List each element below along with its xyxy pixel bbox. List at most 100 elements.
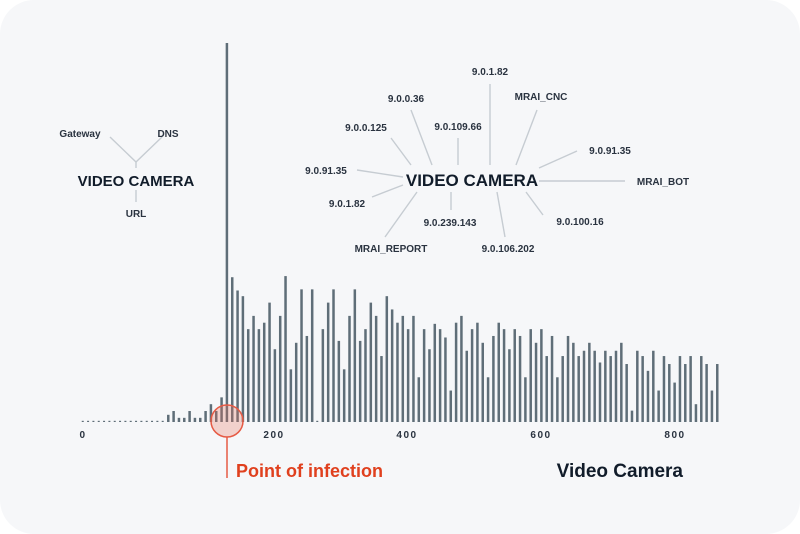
bar bbox=[97, 420, 100, 422]
series-label: Video Camera bbox=[557, 461, 684, 482]
bar bbox=[241, 296, 245, 422]
bar bbox=[449, 390, 453, 422]
bar bbox=[422, 329, 426, 422]
bar bbox=[348, 315, 351, 422]
bar bbox=[172, 411, 175, 422]
link-line bbox=[538, 150, 578, 169]
bar bbox=[390, 309, 394, 422]
bar bbox=[609, 356, 612, 422]
bar bbox=[545, 356, 548, 422]
bar bbox=[572, 342, 575, 422]
bar bbox=[444, 337, 447, 422]
bar bbox=[326, 302, 330, 422]
bar bbox=[262, 322, 266, 422]
x-tick-label: 0 bbox=[79, 430, 86, 441]
link-line bbox=[390, 137, 412, 166]
bar bbox=[188, 411, 191, 422]
bar bbox=[161, 420, 164, 422]
bar bbox=[209, 404, 213, 422]
bar bbox=[641, 356, 644, 422]
infection-marker: Point of infection bbox=[210, 404, 383, 481]
bar bbox=[300, 289, 303, 422]
bar bbox=[678, 356, 682, 422]
bar bbox=[428, 349, 431, 422]
bar bbox=[305, 335, 309, 422]
large-hub-label: VIDEO CAMERA bbox=[406, 171, 538, 190]
bar bbox=[358, 340, 362, 422]
bar bbox=[278, 315, 282, 422]
bar bbox=[92, 420, 95, 422]
bar bbox=[124, 420, 127, 422]
network-node-label: MRAI_BOT bbox=[637, 177, 689, 188]
bar bbox=[135, 420, 138, 422]
bar bbox=[513, 329, 516, 422]
x-tick-label: 400 bbox=[396, 430, 417, 441]
bar bbox=[145, 420, 148, 422]
bar bbox=[433, 323, 437, 422]
bar bbox=[652, 350, 655, 422]
bar bbox=[151, 420, 154, 422]
bar bbox=[364, 329, 367, 422]
bar bbox=[177, 417, 181, 422]
x-axis-ticks: 0 200 400 600 800 bbox=[79, 430, 684, 441]
link-line bbox=[515, 109, 538, 166]
bar bbox=[374, 315, 378, 422]
bar bbox=[156, 420, 159, 422]
bar bbox=[225, 43, 229, 422]
bar bbox=[486, 377, 490, 422]
node-gateway: Gateway bbox=[59, 129, 101, 140]
bar bbox=[508, 349, 511, 422]
bars-group bbox=[81, 43, 719, 422]
bar bbox=[540, 329, 543, 422]
bar bbox=[140, 420, 143, 422]
bar bbox=[108, 420, 111, 422]
bar bbox=[294, 342, 298, 422]
network-node-label: 9.0.1.82 bbox=[329, 199, 366, 210]
x-tick-label: 600 bbox=[530, 430, 551, 441]
bar bbox=[518, 335, 522, 422]
network-node-label: MRAI_REPORT bbox=[355, 244, 428, 255]
bar bbox=[657, 390, 660, 422]
bar bbox=[268, 302, 271, 422]
node-dns: DNS bbox=[157, 129, 178, 140]
infection-circle bbox=[210, 404, 244, 438]
large-network-diagram: VIDEO CAMERA 9.0.1.82 MRAI_CNC 9.0.0.36 9.0… bbox=[305, 67, 689, 255]
bar bbox=[215, 411, 218, 422]
bar bbox=[694, 404, 698, 422]
network-node-label: 9.0.91.35 bbox=[589, 146, 631, 157]
bar bbox=[167, 414, 170, 422]
bar bbox=[534, 342, 538, 422]
bar bbox=[385, 296, 389, 422]
bar bbox=[465, 350, 469, 422]
bar bbox=[454, 322, 458, 422]
network-node-label: 9.0.0.36 bbox=[388, 94, 425, 105]
bar bbox=[556, 377, 559, 422]
bar bbox=[438, 329, 442, 422]
bar bbox=[337, 340, 341, 422]
network-node-label: MRAI_CNC bbox=[515, 92, 568, 103]
bar bbox=[593, 350, 596, 422]
bar bbox=[492, 335, 495, 422]
bar bbox=[252, 315, 255, 422]
bar bbox=[460, 315, 463, 422]
bar bbox=[87, 420, 90, 422]
bar bbox=[332, 289, 335, 422]
bar bbox=[620, 342, 623, 422]
bar bbox=[204, 411, 207, 422]
bar bbox=[310, 289, 314, 422]
link-gateway bbox=[109, 136, 137, 163]
link-line bbox=[356, 169, 404, 178]
bar bbox=[577, 356, 580, 422]
network-node-label: 9.0.100.16 bbox=[556, 217, 604, 228]
bar bbox=[380, 356, 383, 422]
bar bbox=[81, 420, 84, 422]
bar bbox=[481, 342, 484, 422]
bar bbox=[625, 364, 628, 422]
bar bbox=[369, 302, 373, 422]
bar bbox=[684, 364, 687, 422]
bar bbox=[614, 350, 618, 422]
bar bbox=[230, 277, 234, 422]
bar bbox=[582, 350, 586, 422]
network-node-label: 9.0.91.35 bbox=[305, 166, 347, 177]
link-line bbox=[371, 184, 404, 198]
